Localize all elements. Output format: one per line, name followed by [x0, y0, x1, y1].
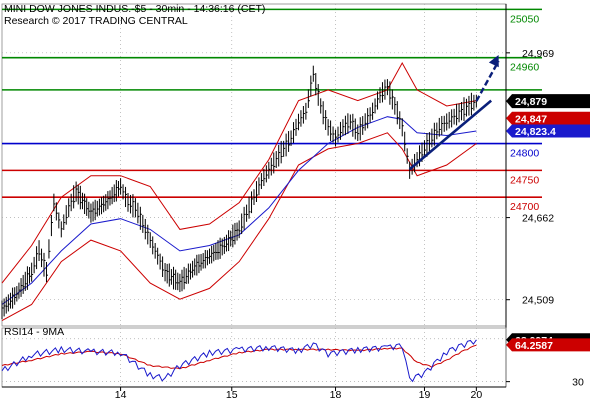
- rsi-ma-value-label-text: 64.2587: [515, 340, 553, 352]
- forecast-arrow-head: [488, 54, 499, 68]
- y-tick-label: 24,662: [522, 213, 554, 225]
- level-label: 24750: [510, 174, 539, 186]
- level-label: 24700: [510, 201, 539, 213]
- chart-title: MINI DOW JONES INDUS.-$5 - 30min - 14:36…: [4, 3, 265, 15]
- rsi-panel-frame: [1, 327, 507, 388]
- x-tick-label: 20: [471, 389, 483, 400]
- bollinger-upper-band: [1, 61, 477, 284]
- level-label: 24960: [510, 62, 539, 74]
- rsi-line: [1, 339, 477, 383]
- last-price-label-bg: [506, 94, 590, 109]
- rsi-ma-value-label: 64.2587: [506, 338, 590, 352]
- moving-average-line: [1, 116, 477, 305]
- main-panel-frame: [1, 3, 507, 327]
- bollinger-value-label-bg: [506, 111, 590, 125]
- copyright-text: Research © 2017 TRADING CENTRAL: [4, 15, 188, 27]
- level-label: 24800: [510, 148, 539, 160]
- x-tick-label: 15: [226, 389, 238, 400]
- ma-value-label-text: 24,823.4: [515, 126, 556, 138]
- forecast-arrow-line: [475, 60, 500, 102]
- x-tick-label: 18: [330, 389, 342, 400]
- rsi-title: RSI14 - 9MA: [4, 326, 64, 338]
- bollinger-value-label-text: 24,847: [515, 113, 547, 125]
- last-price-label-text: 24,879: [515, 96, 547, 108]
- ma-value-label: 24,823.4: [506, 124, 590, 138]
- bollinger-value-label: 24,847: [506, 111, 590, 125]
- bollinger-lower-band: [1, 132, 477, 322]
- y-tick-label: 24,509: [522, 295, 554, 307]
- y-tick-label: 24,969: [522, 48, 554, 60]
- ma-value-label-bg: [506, 124, 590, 138]
- last-price-label: 24,879: [506, 94, 590, 109]
- rsi-y-tick-label: 30: [572, 377, 584, 389]
- x-tick-label: 14: [115, 389, 127, 400]
- level-label: 25050: [510, 13, 539, 25]
- x-tick-label: 19: [419, 389, 431, 400]
- rsi-ma-value-label-bg: [506, 338, 590, 352]
- support-trendline: [408, 99, 493, 171]
